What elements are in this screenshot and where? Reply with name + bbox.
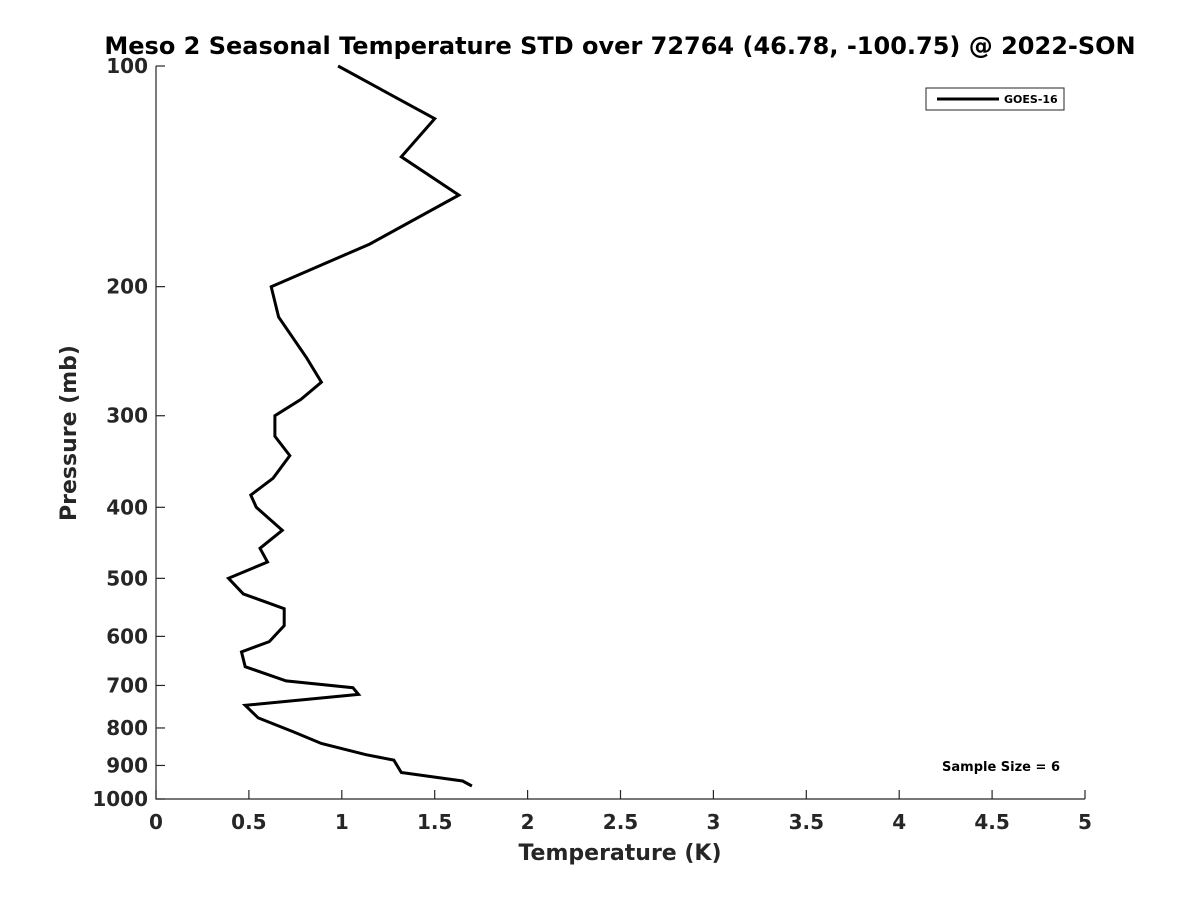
x-tick-label: 3.5 <box>789 810 824 834</box>
x-tick-label: 5 <box>1078 810 1092 834</box>
y-tick-label: 900 <box>106 753 148 777</box>
plot-area: 0 0.5 1 1.5 2 2.5 3 3.5 4 4.5 5 100 200 300 400 500 600… <box>92 54 1092 834</box>
y-tick-label: 600 <box>106 624 148 648</box>
y-tick-label: 500 <box>106 566 148 590</box>
series-line-goes-16 <box>225 64 473 788</box>
y-axis-label: Pressure (mb) <box>57 345 82 521</box>
x-axis-ticks: 0 0.5 1 1.5 2 2.5 3 3.5 4 4.5 5 <box>149 790 1092 834</box>
legend-entry-goes-16: GOES-16 <box>1004 93 1058 106</box>
x-tick-label: 0.5 <box>231 810 266 834</box>
y-tick-label: 1000 <box>92 787 148 811</box>
y-tick-label: 100 <box>106 54 148 78</box>
x-tick-label: 3 <box>706 810 720 834</box>
y-tick-label: 800 <box>106 716 148 740</box>
x-axis-label: Temperature (K) <box>518 841 721 866</box>
chart-title: Meso 2 Seasonal Temperature STD over 727… <box>104 32 1135 60</box>
x-tick-label: 1.5 <box>417 810 452 834</box>
x-tick-label: 2.5 <box>603 810 638 834</box>
x-tick-label: 4 <box>892 810 906 834</box>
x-tick-label: 1 <box>335 810 349 834</box>
series-layer <box>225 64 473 788</box>
sample-size-annotation: Sample Size = 6 <box>942 760 1060 775</box>
x-tick-label: 4.5 <box>974 810 1009 834</box>
y-tick-label: 200 <box>106 275 148 299</box>
y-tick-label: 400 <box>106 495 148 519</box>
y-tick-label: 700 <box>106 673 148 697</box>
y-axis-ticks: 100 200 300 400 500 600 700 800 900 1000 <box>92 54 165 811</box>
legend: GOES-16 <box>925 87 1065 111</box>
x-tick-label: 2 <box>521 810 535 834</box>
y-tick-label: 300 <box>106 404 148 428</box>
x-tick-label: 0 <box>149 810 163 834</box>
